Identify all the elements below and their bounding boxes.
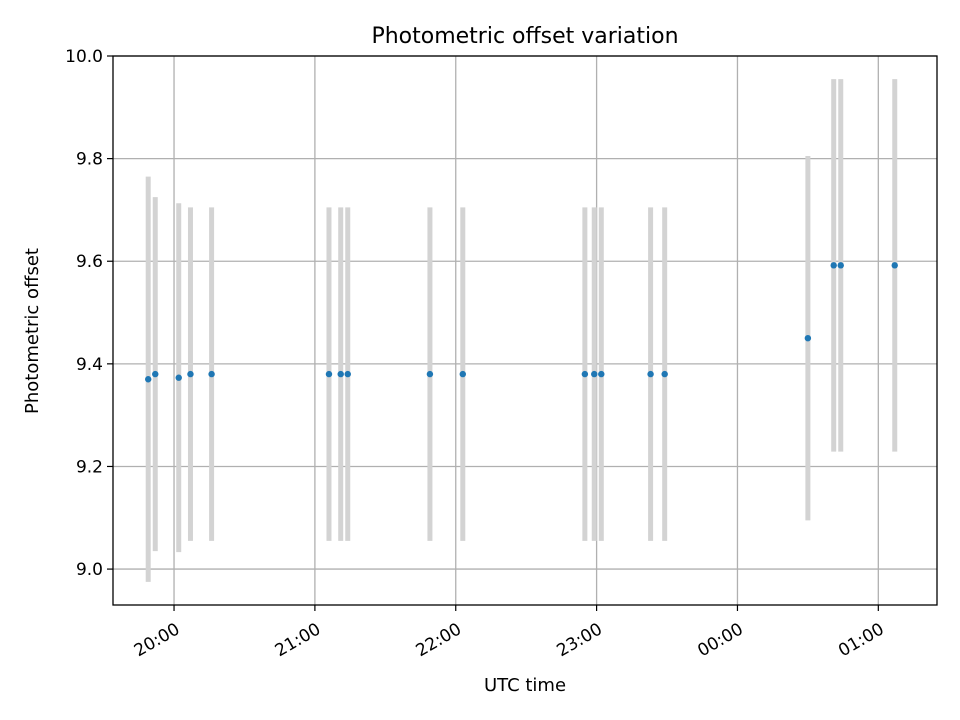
- data-point: [325, 370, 333, 378]
- y-tick-label: 9.4: [76, 355, 103, 375]
- x-tick-label: 00:00: [694, 619, 746, 661]
- data-point: [837, 262, 844, 269]
- y-tick-label: 9.8: [76, 150, 103, 170]
- x-ticks: 20:00 21:00 22:00 23:00 00:00 01:00: [131, 605, 888, 661]
- x-tick-label: 01:00: [835, 619, 887, 661]
- grid: [113, 55, 937, 605]
- data-point: [152, 370, 159, 378]
- y-tick-label: 9.2: [76, 457, 103, 477]
- y-tick-label: 9.6: [76, 252, 103, 272]
- y-ticks: 9.0 9.2 9.4 9.6 9.8 10.0: [65, 47, 113, 580]
- x-tick-label: 21:00: [272, 619, 324, 661]
- y-axis-label: Photometric offset: [22, 248, 43, 414]
- data-point: [337, 370, 344, 378]
- chart-title: Photometric offset variation: [371, 24, 678, 49]
- x-axis-label: UTC time: [484, 675, 566, 696]
- data-point: [175, 374, 182, 381]
- data-point: [344, 370, 351, 378]
- data-point: [208, 370, 215, 378]
- data-point: [187, 370, 194, 378]
- data-point: [891, 262, 898, 269]
- data-point: [661, 370, 668, 378]
- data-point: [830, 262, 837, 269]
- data-point: [426, 370, 434, 378]
- data-point: [145, 376, 152, 383]
- x-tick-label: 22:00: [413, 619, 465, 661]
- data-point: [591, 370, 598, 378]
- x-tick-label: 23:00: [553, 619, 605, 661]
- data-point: [598, 370, 605, 378]
- errorbars: [145, 79, 898, 582]
- data-point: [804, 334, 812, 342]
- y-tick-label: 9.0: [76, 560, 103, 580]
- data-points: [145, 262, 898, 383]
- x-tick-label: 20:00: [131, 619, 183, 661]
- data-point: [459, 370, 466, 378]
- y-tick-label: 10.0: [65, 47, 103, 67]
- data-point: [647, 370, 654, 378]
- data-point: [581, 370, 589, 378]
- plot-frame: [112, 55, 938, 606]
